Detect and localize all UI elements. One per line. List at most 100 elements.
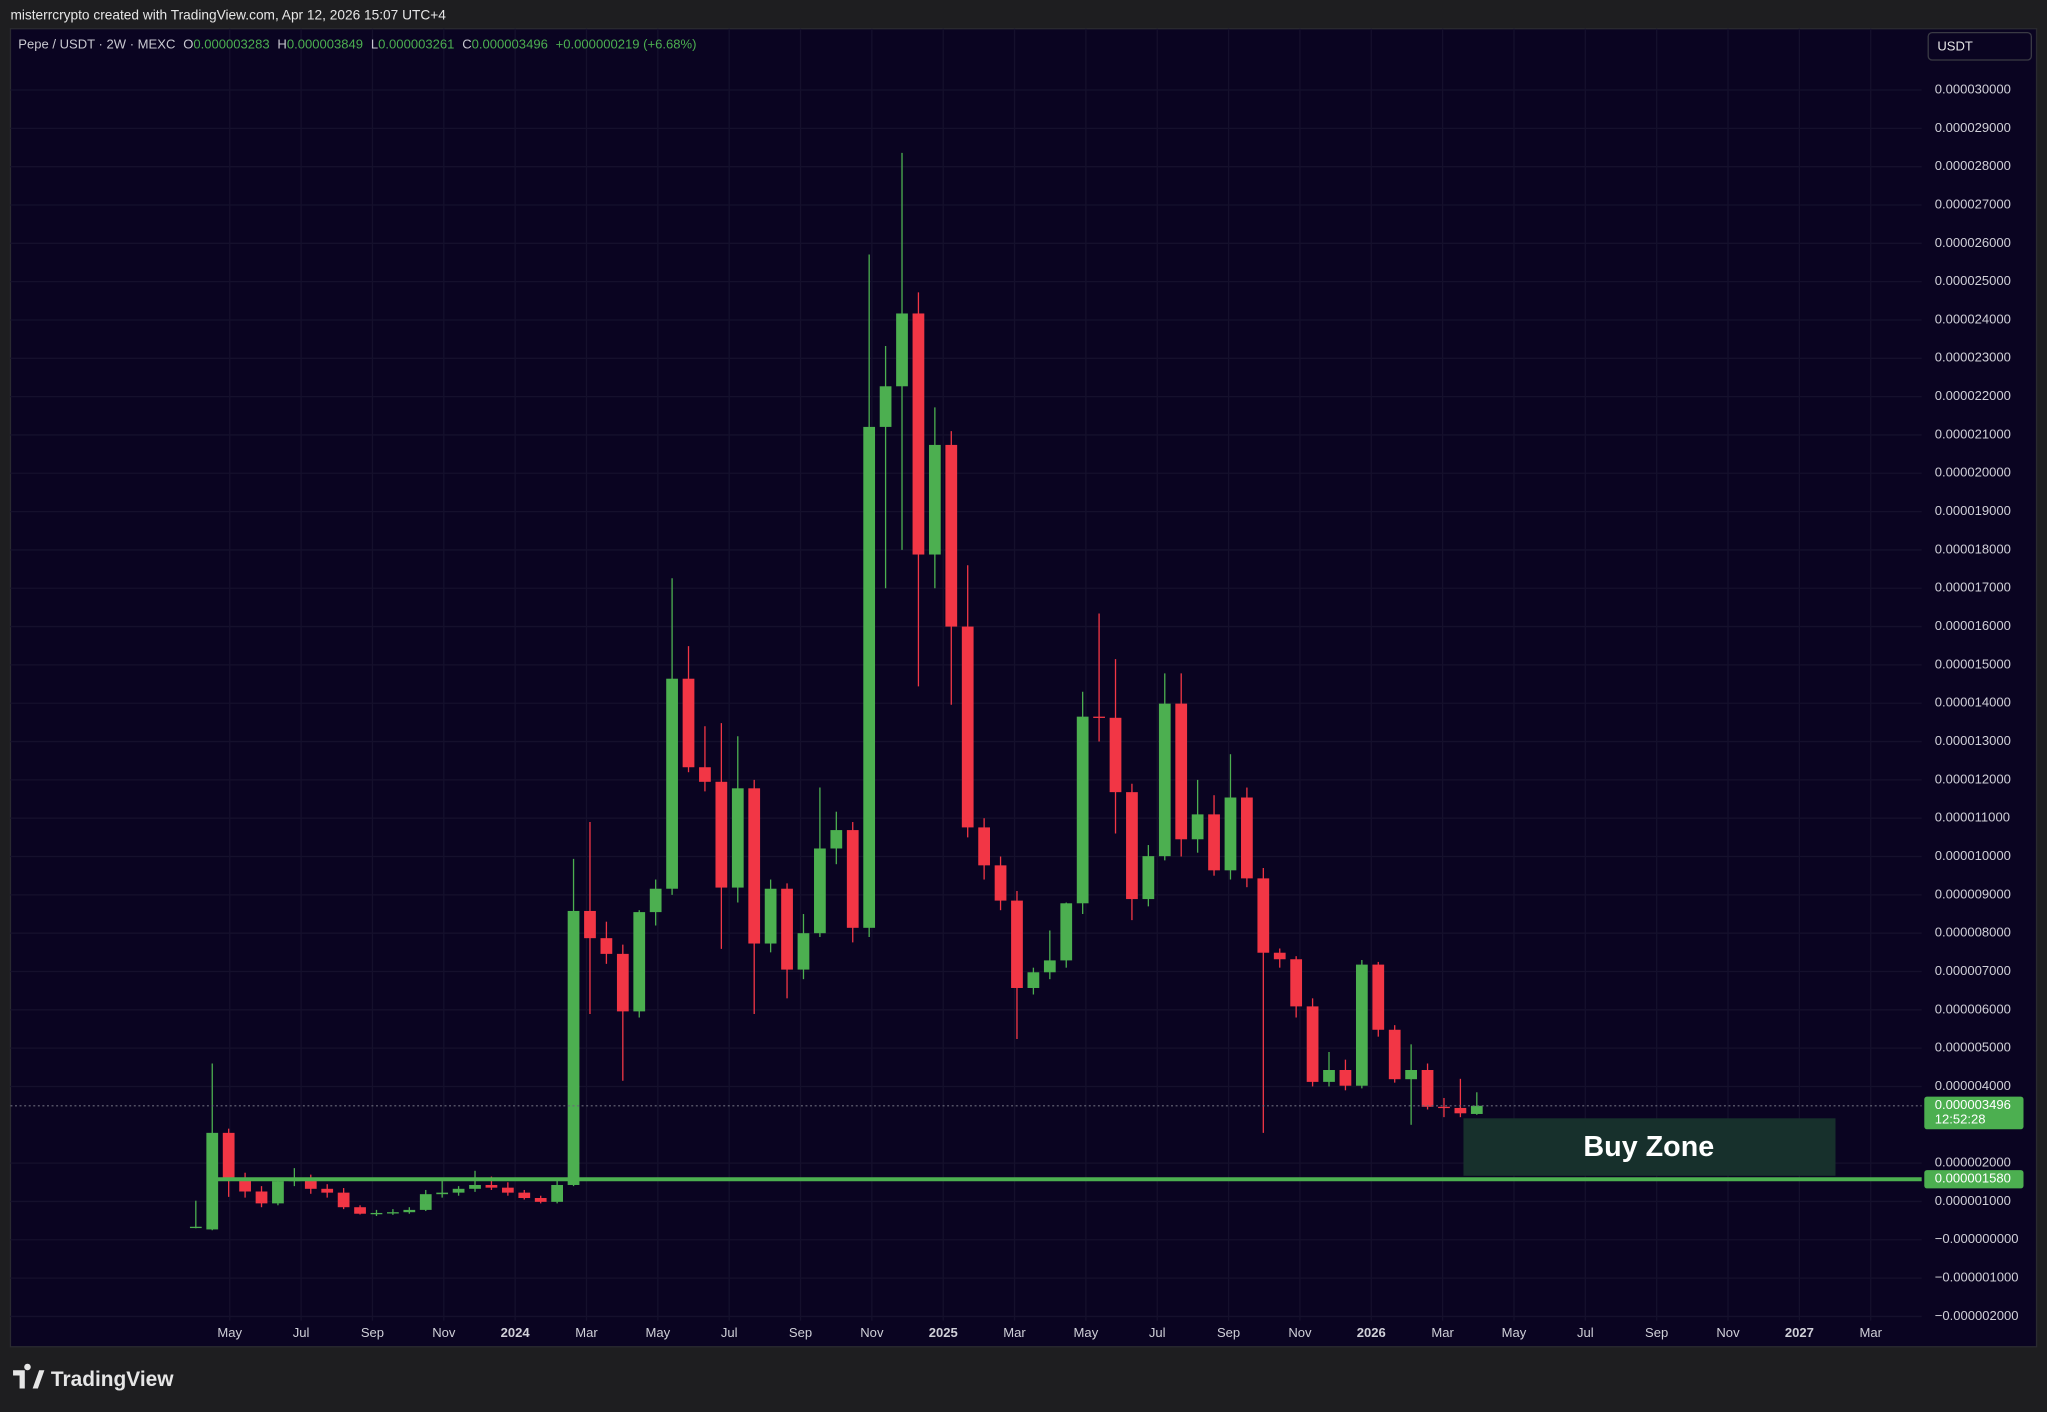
y-tick-label: 0.000012000: [1935, 771, 2011, 786]
candle-body: [1093, 716, 1105, 718]
x-tick-label: Mar: [1431, 1325, 1454, 1340]
x-tick-label: Jul: [1577, 1325, 1594, 1340]
y-tick-label: 0.000014000: [1935, 695, 2011, 710]
candle-body: [189, 1226, 202, 1229]
candle-body: [682, 678, 695, 768]
candle-body: [501, 1187, 514, 1193]
candle-body: [239, 1178, 251, 1192]
candle-body: [830, 830, 843, 849]
candle-body: [452, 1188, 465, 1193]
y-tick-label: 0.000017000: [1935, 580, 2011, 595]
candle-body: [567, 910, 580, 1185]
candle-body: [584, 910, 596, 939]
candle-body: [387, 1212, 399, 1214]
candle-body: [321, 1188, 334, 1193]
y-tick-label: 0.000027000: [1935, 196, 2011, 211]
candle-body: [534, 1198, 547, 1202]
y-tick-label: 0.000001000: [1935, 1193, 2011, 1208]
x-tick-label: 2024: [501, 1325, 531, 1340]
legend-value: 0.000003849: [287, 37, 363, 52]
x-tick-label: Jul: [293, 1325, 310, 1340]
candle-body: [1273, 952, 1286, 960]
candle-body: [1208, 814, 1220, 871]
candle-body: [1191, 814, 1204, 840]
candle-body: [715, 781, 728, 888]
y-tick-label: 0.000021000: [1935, 426, 2011, 441]
candle-body: [370, 1212, 383, 1215]
candle-body: [1126, 792, 1138, 900]
x-tick-label: May: [646, 1325, 671, 1340]
y-tick-label: 0.000009000: [1935, 886, 2011, 901]
x-tick-label: Mar: [1859, 1325, 1882, 1340]
candle-body: [255, 1191, 268, 1204]
candle-body: [337, 1192, 350, 1208]
candle-body: [1241, 797, 1253, 879]
candle-body: [748, 788, 761, 944]
x-tick-label: Nov: [860, 1325, 884, 1340]
x-tick-label: 2025: [929, 1325, 958, 1340]
candle-body: [1158, 703, 1171, 857]
y-tick-label: 0.000002000: [1935, 1155, 2011, 1170]
candle-body: [485, 1184, 498, 1188]
x-tick-label: 2027: [1785, 1325, 1814, 1340]
x-tick-label: May: [1502, 1325, 1527, 1340]
x-tick-label: Sep: [1645, 1325, 1668, 1340]
candle-body: [1339, 1070, 1352, 1086]
candle-body: [1011, 900, 1023, 988]
candle-body: [469, 1184, 481, 1189]
candle-body: [666, 678, 678, 889]
y-tick-label: 0.000006000: [1935, 1001, 2011, 1016]
price-countdown: 12:52:28: [1935, 1112, 1986, 1127]
candle-body: [896, 313, 908, 387]
candle-body: [945, 444, 958, 627]
candle-body: [1438, 1106, 1450, 1109]
candle-body: [814, 848, 826, 934]
candle-body: [1142, 856, 1155, 900]
candle-body: [633, 912, 646, 1012]
candle-body: [1224, 797, 1237, 871]
y-tick-label: 0.000020000: [1935, 465, 2011, 480]
y-tick-label: 0.000019000: [1935, 503, 2011, 518]
candle-body: [354, 1207, 366, 1214]
candle-body: [1043, 960, 1056, 973]
x-tick-label: Mar: [1003, 1325, 1026, 1340]
candle-body: [600, 938, 613, 954]
legend-symbol: Pepe / USDT · 2W · MEXC: [18, 37, 175, 52]
y-tick-label: 0.000022000: [1935, 388, 2011, 403]
y-tick-label: 0.000016000: [1935, 618, 2011, 633]
brand: TradingView: [13, 1363, 174, 1391]
candle-body: [1109, 717, 1122, 793]
candle-body: [403, 1209, 416, 1213]
x-tick-label: Nov: [432, 1325, 456, 1340]
y-tick-label: 0.000015000: [1935, 656, 2011, 671]
candle-body: [551, 1184, 564, 1202]
x-tick-label: Nov: [1716, 1325, 1740, 1340]
candle-body: [304, 1178, 317, 1189]
y-tick-label: 0.000008000: [1935, 925, 2011, 940]
candle-body: [518, 1192, 531, 1199]
y-tick-label: 0.000004000: [1935, 1078, 2011, 1093]
candle-body: [1421, 1070, 1434, 1107]
x-tick-label: May: [1074, 1325, 1099, 1340]
candle-body: [1388, 1029, 1401, 1080]
y-tick-label: 0.000025000: [1935, 273, 2011, 288]
currency-button[interactable]: [1927, 31, 2032, 61]
candle-body: [1454, 1107, 1467, 1114]
y-tick-label: 0.000005000: [1935, 1040, 2011, 1055]
price-tag-label: 0.000003496: [1935, 1097, 2011, 1112]
legend-value: 0.000003283: [193, 37, 269, 52]
candle-body: [1470, 1105, 1483, 1114]
y-tick-label: 0.000023000: [1935, 350, 2011, 365]
y-tick-label: 0.000030000: [1935, 81, 2011, 96]
y-tick-label: 0.000029000: [1935, 120, 2011, 135]
candle-body: [419, 1194, 432, 1210]
candle-body: [1175, 703, 1188, 840]
candle-body: [1306, 1006, 1319, 1082]
legend-key: L: [371, 37, 378, 52]
x-tick-label: 2026: [1357, 1325, 1386, 1340]
candle-body: [1323, 1070, 1335, 1082]
candle-body: [912, 313, 925, 555]
x-tick-label: Nov: [1288, 1325, 1312, 1340]
candle-body: [272, 1181, 284, 1204]
